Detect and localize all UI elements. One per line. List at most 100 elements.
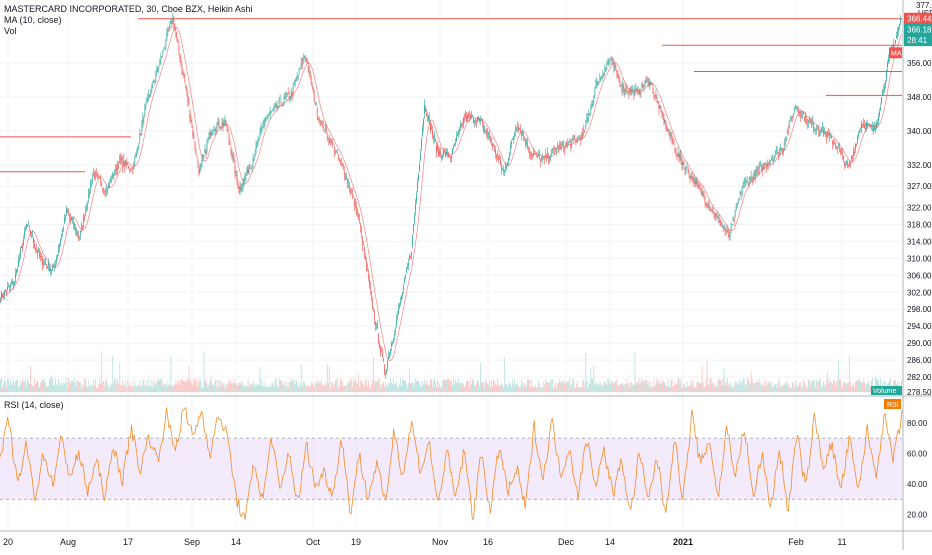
volume-bar [824,384,826,392]
volume-bar [110,383,112,392]
candle-body [513,137,514,139]
volume-legend[interactable]: Vol [4,26,17,36]
candle-body [247,170,249,175]
candle-body [463,118,464,123]
candle-body [681,161,683,165]
volume-bar [280,379,282,392]
candle-body [423,119,424,126]
candle-body [807,119,809,123]
candle-body [484,128,485,131]
candle-body [837,148,838,150]
volume-bar [266,386,268,392]
volume-bar [82,384,84,392]
candle-body [794,107,796,109]
candle-body [341,163,343,166]
volume-bar [585,353,587,392]
volume-bar [518,386,520,392]
rsi-legend[interactable]: RSI (14, close) [4,400,64,410]
volume-bar [376,382,378,392]
volume-bar [640,381,642,392]
countdown-label-bg [904,34,932,47]
candle-body [466,117,467,122]
candle-body [775,150,777,154]
volume-bar [558,382,560,392]
candle-body [862,124,863,126]
volume-bar [384,382,386,392]
volume-bar [489,379,490,392]
volume-bar [274,379,276,392]
volume-bar [380,383,382,392]
volume-bar [397,387,399,392]
candle-body [285,96,287,97]
volume-bar [581,386,583,392]
candle-body [403,286,404,291]
candle-body [441,155,442,158]
volume-bar [268,386,270,392]
candle-body [702,193,704,195]
candle-body [824,132,826,134]
candle-body [873,128,874,132]
volume-bar [592,379,594,392]
volume-bar [52,378,54,392]
volume-bar [464,387,465,392]
candle-body [764,162,766,165]
candle-body [337,154,339,158]
volume-bar [507,386,509,392]
candle-body [540,158,542,163]
candle-body [696,181,698,184]
volume-bar [135,385,137,392]
candle-body [244,176,246,178]
volume-bar [648,381,650,392]
volume-bar [107,383,109,392]
candle-body [840,150,841,152]
volume-bar [230,383,232,392]
volume-bar [251,384,253,392]
volume-bar [460,381,461,392]
volume-bar [794,384,796,392]
volume-bar [606,384,608,392]
candle-body [445,153,446,158]
volume-bar [604,380,606,392]
ma-legend[interactable]: MA (10, close) [4,15,62,25]
candle-body [654,94,656,96]
candle-body [115,165,117,171]
volume-bar [366,386,368,392]
candle-body [350,192,352,194]
volume-bar [567,382,569,392]
candle-body [385,372,386,374]
candle-body [637,87,639,89]
candle-body [746,180,748,182]
candle-body [523,135,525,138]
candle-body [354,202,356,205]
volume-bar [117,379,119,392]
volume-bar [334,379,336,392]
time-tick-label: Sep [184,537,200,547]
volume-bar [516,383,518,392]
candle-body [514,133,515,137]
volume-bar [808,379,810,392]
candle-body [123,159,125,165]
volume-bar [377,379,379,392]
candle-body [374,321,376,326]
candle-body [580,139,582,142]
volume-bar [597,383,599,392]
volume-bar [524,382,526,392]
volume-bar [109,387,111,392]
candle-body [207,141,209,143]
volume-bar [8,379,9,392]
candle-body [486,132,487,134]
volume-bar [55,378,57,392]
candle-body [376,325,378,329]
volume-bar [415,378,416,392]
candle-body [627,92,629,93]
volume-bar [823,385,825,392]
volume-bar [206,383,208,392]
candle-body [212,130,214,132]
volume-bar [493,379,494,392]
candle-body [522,133,524,136]
price-tick-label: 290.00 [907,339,932,348]
volume-bar [188,365,190,392]
volume-bar [826,373,828,392]
volume-bar [487,384,488,392]
